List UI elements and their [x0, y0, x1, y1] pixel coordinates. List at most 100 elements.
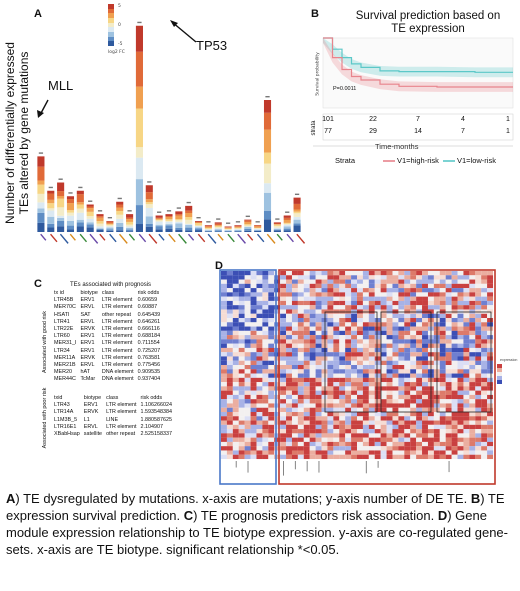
heatmap-cell — [226, 377, 233, 383]
heatmap-cell — [451, 326, 458, 331]
heatmap-cell — [457, 275, 464, 280]
heatmap-cell — [333, 279, 340, 284]
heatmap-cell — [321, 343, 328, 348]
heatmap-cell — [303, 347, 310, 353]
heatmap-cell — [256, 343, 263, 348]
heatmap-cell — [451, 339, 458, 344]
heatmap-cell — [238, 309, 245, 314]
bar-segment — [195, 228, 203, 231]
heatmap-cell — [256, 390, 263, 395]
heatmap-cell — [410, 369, 417, 374]
heatmap-cell — [297, 390, 304, 395]
bar-segment — [86, 218, 94, 223]
heatmap-cell — [422, 352, 428, 357]
table-cell: 2.104907 — [140, 423, 164, 430]
heatmap-cell — [463, 292, 470, 297]
heatmap-cell — [362, 365, 369, 370]
heatmap-cell — [487, 292, 494, 297]
heatmap-cell — [475, 343, 482, 348]
heatmap-cell — [362, 296, 369, 301]
heatmap-cell — [362, 386, 369, 391]
heatmap-cell — [274, 360, 281, 366]
heatmap-cell — [357, 437, 363, 442]
bar-segment — [106, 224, 114, 226]
heatmap-cell — [439, 399, 446, 404]
heatmap-cell — [321, 356, 328, 361]
heatmap-cell — [291, 416, 298, 421]
heatmap-cell — [268, 446, 275, 451]
bar-segment — [244, 221, 252, 225]
figure-caption: A) TE dysregulated by mutations. x-axis … — [6, 490, 516, 558]
heatmap-cell — [238, 429, 245, 434]
bar-segment — [224, 226, 232, 228]
bar-segment — [37, 222, 45, 232]
heatmap-cell — [274, 446, 281, 451]
heatmap-cell — [410, 326, 417, 331]
heatmap-cell — [487, 450, 494, 455]
heatmap-cell — [309, 386, 316, 391]
heatmap-cell — [398, 377, 405, 383]
heatmap-cell — [256, 292, 263, 297]
heatmap-cell — [232, 309, 239, 314]
x-tick-label — [89, 233, 99, 244]
heatmap-cell — [262, 450, 269, 455]
heatmap-cell — [475, 339, 482, 344]
heatmap-cell — [268, 343, 275, 348]
bar-segment — [57, 226, 65, 232]
heatmap-cell — [416, 365, 423, 370]
heatmap-cell — [226, 390, 233, 395]
bar-segment — [86, 211, 94, 217]
bar-segment — [195, 226, 203, 228]
heatmap-cell — [380, 433, 387, 438]
heatmap-cell — [333, 450, 340, 455]
heatmap-cell — [303, 382, 310, 387]
heatmap-cell — [315, 429, 322, 434]
heatmap-cell — [351, 399, 358, 404]
heatmap-cell — [339, 373, 346, 378]
heatmap-cell — [416, 377, 423, 383]
bar-segment — [254, 225, 262, 227]
heatmap-cell — [244, 373, 251, 378]
heatmap-cell — [469, 300, 476, 306]
bar-count-label — [265, 96, 270, 98]
heatmap-cell — [357, 403, 363, 408]
heatmap-cell — [362, 305, 369, 310]
table-cell: 0.646261 — [137, 318, 161, 325]
heatmap-cell — [374, 309, 381, 314]
heatmap-cell — [339, 330, 346, 336]
heatmap-cell — [439, 373, 446, 378]
heatmap-cell — [232, 369, 239, 374]
heatmap-cell — [309, 446, 316, 451]
heatmap-cell — [481, 373, 488, 378]
heatmap-cell — [368, 296, 375, 301]
heatmap-cell — [339, 279, 346, 284]
heatmap-cell — [392, 347, 399, 353]
heatmap-cell — [238, 394, 245, 400]
heatmap-cell — [226, 441, 233, 447]
heatmap-cell — [232, 330, 239, 336]
heatmap-cell — [362, 330, 369, 336]
heatmap-cell — [232, 322, 239, 327]
heatmap-cell — [439, 300, 446, 306]
heatmap-cell — [280, 283, 287, 289]
heatmap-cell — [457, 424, 464, 430]
heatmap-cell — [433, 292, 440, 297]
heatmap-cell — [398, 279, 405, 284]
heatmap-cell — [321, 318, 328, 323]
heatmap-cell — [416, 390, 423, 395]
heatmap-cell — [262, 420, 269, 425]
heatmap-cell — [487, 433, 494, 438]
bar-segment — [254, 228, 262, 229]
heatmap-cell — [451, 386, 458, 391]
heatmap-cell — [226, 424, 233, 430]
bar-count-label — [294, 193, 300, 196]
heatmap-cell — [451, 288, 458, 293]
heatmap-cell — [250, 275, 257, 280]
heatmap-cell — [351, 429, 358, 434]
heatmap-cell — [362, 424, 369, 430]
heatmap-cell — [226, 296, 233, 301]
bar-segment — [37, 184, 45, 194]
heatmap-cell — [232, 394, 239, 400]
heatmap-cell — [280, 279, 287, 284]
heatmap-cell — [226, 300, 233, 306]
